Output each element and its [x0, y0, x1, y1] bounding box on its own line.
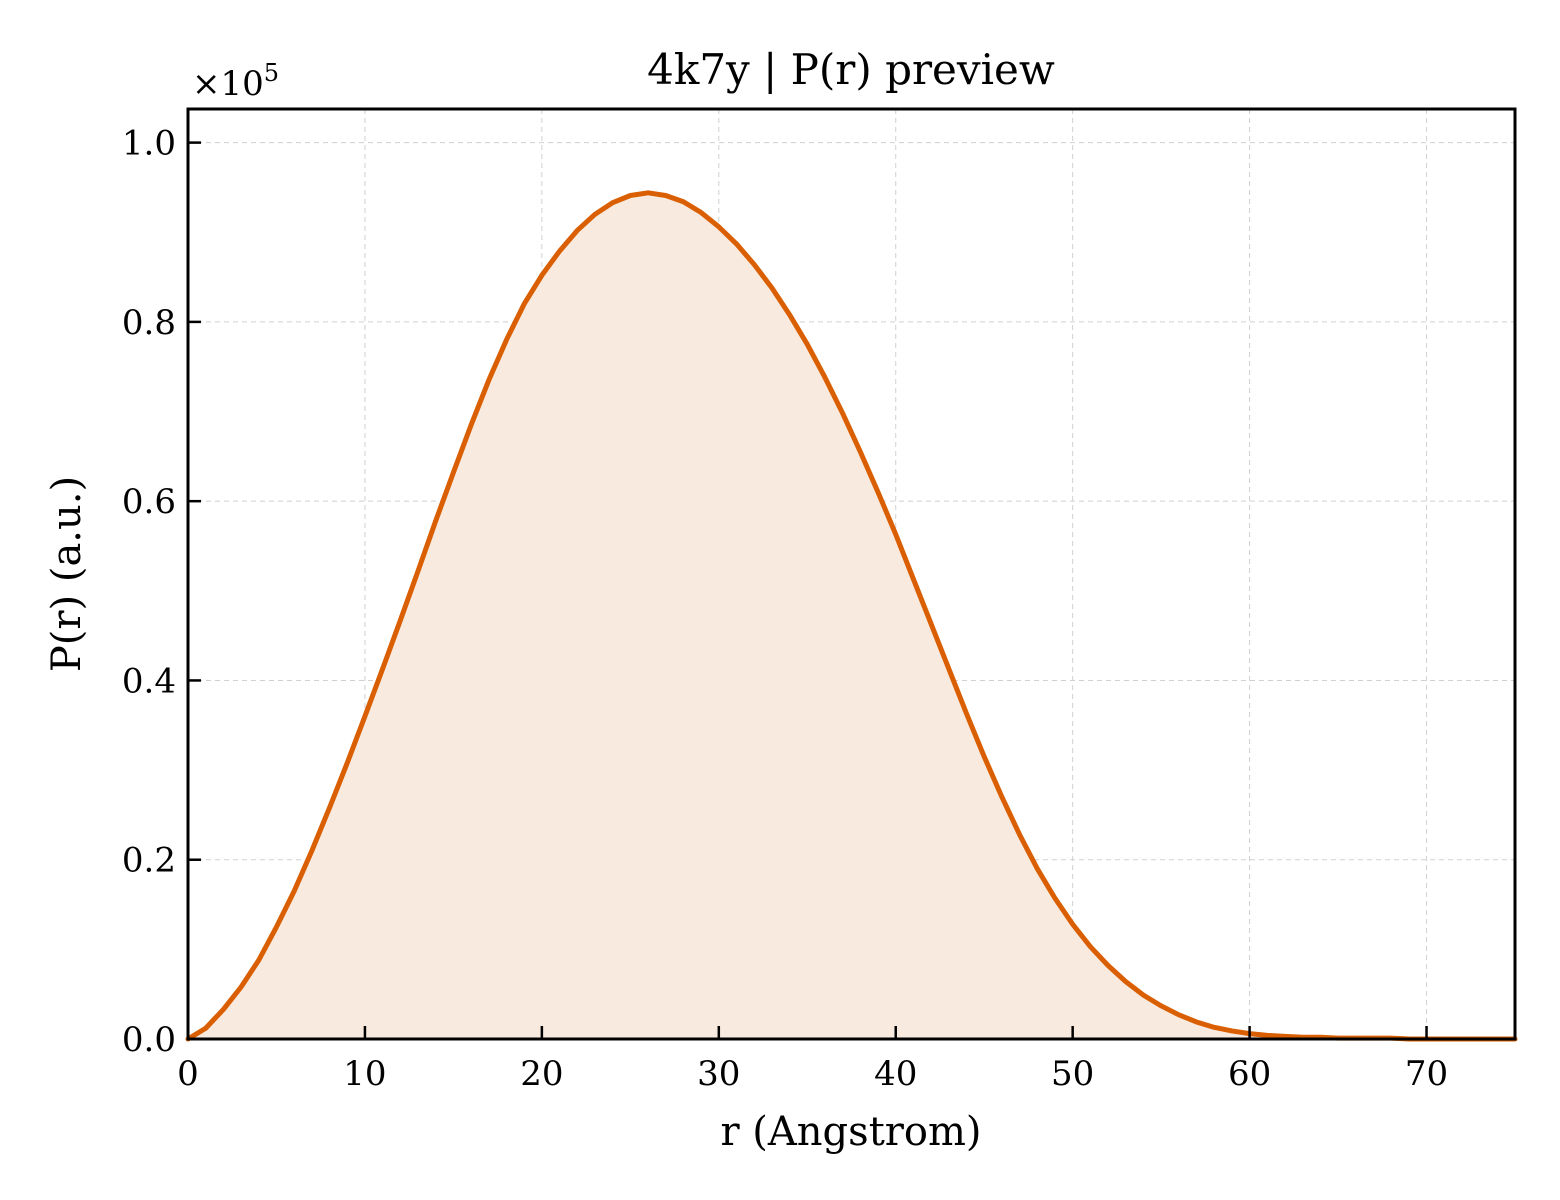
y-tick-label: 0.0	[122, 1020, 176, 1060]
plot-data-layer	[185, 190, 1518, 1042]
y-tick-label: 0.8	[122, 303, 176, 343]
y-tick-label: 0.4	[122, 661, 176, 701]
chart-title: 4k7y | P(r) preview	[647, 45, 1055, 94]
y-scale-exponent: 5	[264, 59, 279, 87]
x-tick-label: 70	[1405, 1054, 1448, 1094]
x-tick-label: 40	[874, 1054, 917, 1094]
y-axis-label: P(r) (a.u.)	[44, 476, 90, 672]
plot-frame	[186, 107, 1517, 1041]
x-tick-label: 10	[343, 1054, 386, 1094]
x-tick-label: 30	[697, 1054, 740, 1094]
y-tick-label: 0.2	[122, 841, 176, 881]
ticks-layer: 0 10 20 30 40 50 60 70 0.0 0.2 0.4 0.6 0.8 1.0	[122, 124, 1448, 1094]
y-tick-label: 0.6	[122, 482, 176, 522]
x-axis-label: r (Angstrom)	[720, 1109, 981, 1155]
y-tick-label: 1.0	[122, 124, 176, 164]
x-tick-label: 50	[1051, 1054, 1094, 1094]
y-scale-base: ×10	[192, 64, 264, 104]
x-tick-label: 20	[520, 1054, 563, 1094]
x-tick-label: 60	[1228, 1054, 1271, 1094]
series-line	[185, 190, 1518, 1042]
x-tick-label: 0	[177, 1054, 199, 1094]
series-area-fill	[188, 192, 1515, 1039]
y-scale-multiplier: ×105	[192, 59, 279, 104]
